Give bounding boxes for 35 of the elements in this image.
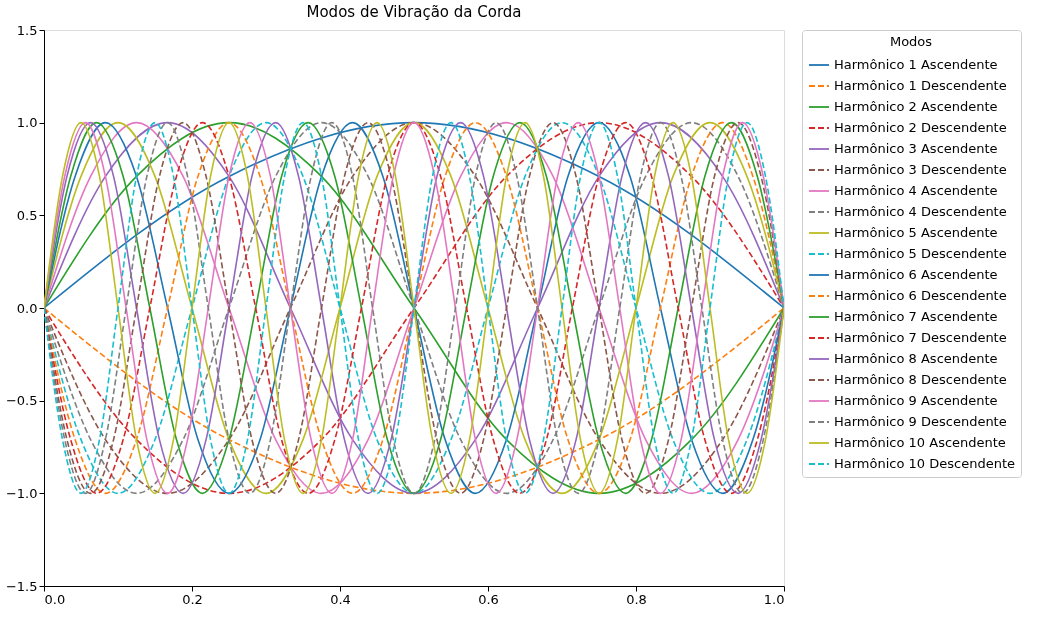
- y-tick-label: 1.5: [16, 22, 38, 38]
- y-tick-label: −1.0: [5, 485, 38, 501]
- y-tick-label: 1.0: [16, 115, 38, 131]
- legend-label: Harmônico 10 Descendente: [834, 456, 1015, 471]
- x-tick-label: 0.6: [478, 591, 499, 607]
- legend-title: Modos: [889, 34, 933, 49]
- y-tick-label: 0.5: [16, 207, 38, 223]
- legend-label: Harmônico 6 Descendente: [834, 288, 1007, 303]
- legend-label: Harmônico 9 Ascendente: [834, 393, 998, 408]
- x-tick-label: 0.8: [626, 591, 647, 607]
- legend-label: Harmônico 7 Descendente: [834, 330, 1007, 345]
- legend-label: Harmônico 1 Ascendente: [834, 57, 998, 72]
- x-tick-label: 0.4: [330, 591, 351, 607]
- x-tick-label: 0.0: [44, 591, 66, 607]
- legend-label: Harmônico 3 Ascendente: [834, 141, 998, 156]
- legend-label: Harmônico 5 Descendente: [834, 246, 1007, 261]
- legend-label: Harmônico 3 Descendente: [834, 162, 1007, 177]
- x-tick-label: 0.2: [182, 591, 203, 607]
- y-tick-label: −0.5: [5, 393, 38, 409]
- y-tick-label: −1.5: [5, 578, 38, 594]
- legend-label: Harmônico 1 Descendente: [834, 78, 1007, 93]
- legend-label: Harmônico 4 Ascendente: [834, 183, 998, 198]
- legend-label: Harmônico 8 Ascendente: [834, 351, 998, 366]
- legend-label: Harmônico 8 Descendente: [834, 372, 1007, 387]
- legend-label: Harmônico 5 Ascendente: [834, 225, 998, 240]
- chart-title: Modos de Vibração da Corda: [306, 3, 522, 21]
- y-tick-label: 0.0: [16, 300, 38, 316]
- legend-label: Harmônico 6 Ascendente: [834, 267, 998, 282]
- legend-label: Harmônico 10 Ascendente: [834, 435, 1006, 450]
- legend-label: Harmônico 9 Descendente: [834, 414, 1007, 429]
- legend-label: Harmônico 7 Ascendente: [834, 309, 998, 324]
- legend-label: Harmônico 4 Descendente: [834, 204, 1007, 219]
- legend-label: Harmônico 2 Ascendente: [834, 99, 998, 114]
- x-tick-label: 1.0: [763, 591, 785, 607]
- legend-label: Harmônico 2 Descendente: [834, 120, 1007, 135]
